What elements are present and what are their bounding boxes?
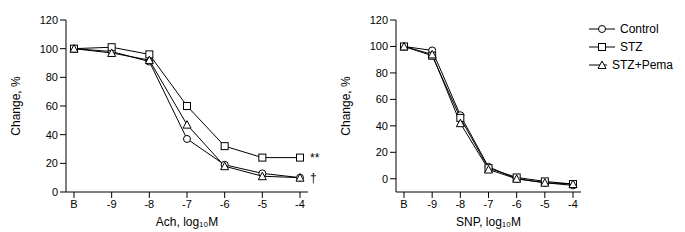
svg-text:-6: -6 xyxy=(512,198,522,210)
svg-text:-9: -9 xyxy=(427,198,437,210)
svg-text:40: 40 xyxy=(376,120,388,132)
svg-text:60: 60 xyxy=(46,100,58,112)
svg-text:120: 120 xyxy=(370,14,388,26)
svg-text:Change, %: Change, % xyxy=(9,76,23,136)
svg-text:0: 0 xyxy=(52,186,58,198)
svg-text:60: 60 xyxy=(376,93,388,105)
svg-text:-5: -5 xyxy=(540,198,550,210)
svg-text:-9: -9 xyxy=(107,198,117,210)
svg-text:-8: -8 xyxy=(455,198,465,210)
svg-text:Change, %: Change, % xyxy=(339,76,353,136)
svg-text:-7: -7 xyxy=(182,198,192,210)
svg-text:SNP, log₁₀M: SNP, log₁₀M xyxy=(456,215,521,229)
svg-text:-6: -6 xyxy=(220,198,230,210)
svg-text:100: 100 xyxy=(370,40,388,52)
svg-text:0: 0 xyxy=(382,173,388,185)
svg-text:B: B xyxy=(400,198,407,210)
svg-text:B: B xyxy=(70,198,77,210)
svg-text:-4: -4 xyxy=(568,198,578,210)
svg-text:80: 80 xyxy=(376,67,388,79)
svg-text:20: 20 xyxy=(376,146,388,158)
svg-text:†: † xyxy=(310,171,317,185)
svg-text:120: 120 xyxy=(40,14,58,26)
svg-text:-4: -4 xyxy=(295,198,305,210)
svg-text:-5: -5 xyxy=(257,198,267,210)
html-text:Control: Control xyxy=(620,22,659,36)
svg-text:-7: -7 xyxy=(484,198,494,210)
html-text:STZ+Pema: STZ+Pema xyxy=(612,58,673,72)
svg-text:40: 40 xyxy=(46,129,58,141)
svg-text:Ach, log₁₀M: Ach, log₁₀M xyxy=(156,215,218,229)
svg-text:-8: -8 xyxy=(144,198,154,210)
svg-text:100: 100 xyxy=(40,43,58,55)
svg-text:**: ** xyxy=(310,151,320,165)
svg-text:80: 80 xyxy=(46,71,58,83)
svg-text:20: 20 xyxy=(46,157,58,169)
html-text:STZ: STZ xyxy=(620,40,643,54)
